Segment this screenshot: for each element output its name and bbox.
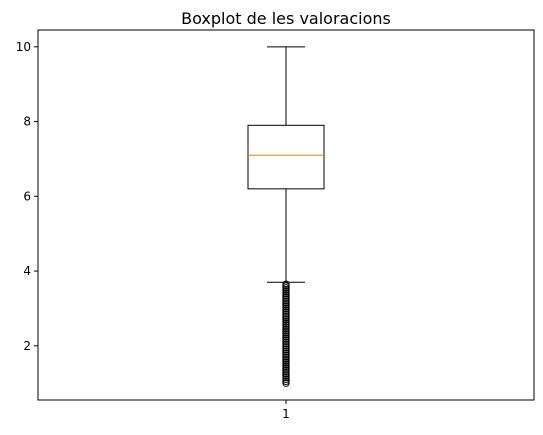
outlier-point bbox=[282, 329, 290, 337]
outlier-point bbox=[282, 323, 290, 331]
y-tick-label: 4 bbox=[23, 264, 31, 278]
outlier-point bbox=[282, 338, 290, 346]
plot-area bbox=[247, 46, 325, 387]
outlier-point bbox=[282, 314, 290, 322]
chart-title: Boxplot de les valoracions bbox=[181, 9, 391, 28]
outlier-point bbox=[282, 306, 290, 315]
outlier-point bbox=[282, 282, 290, 290]
outlier-point bbox=[282, 286, 290, 294]
outlier-point bbox=[282, 366, 290, 374]
outlier-point bbox=[282, 340, 290, 348]
outlier-point bbox=[282, 321, 290, 329]
outlier-point bbox=[282, 357, 290, 365]
outlier-point bbox=[282, 370, 290, 378]
outlier-point bbox=[282, 302, 290, 311]
outlier-point bbox=[282, 293, 290, 301]
outlier-point bbox=[282, 377, 290, 386]
outlier-point bbox=[282, 375, 290, 384]
iqr-box bbox=[247, 124, 325, 190]
outlier-point bbox=[282, 308, 290, 316]
outlier-point bbox=[282, 332, 290, 341]
y-tick-label: 8 bbox=[23, 115, 31, 129]
outlier-point bbox=[282, 325, 290, 333]
outlier-point bbox=[282, 330, 290, 339]
outlier-point bbox=[282, 289, 290, 298]
outlier-point bbox=[282, 299, 290, 307]
outlier-point bbox=[282, 295, 290, 303]
x-tick-label: 1 bbox=[282, 407, 290, 421]
outlier-point bbox=[282, 362, 290, 371]
outlier-point bbox=[282, 317, 290, 326]
outlier-point bbox=[282, 379, 290, 387]
outlier-point bbox=[282, 284, 290, 292]
y-tick-label: 6 bbox=[23, 189, 31, 203]
outlier-point bbox=[282, 364, 290, 372]
outlier-point bbox=[282, 368, 290, 376]
outlier-point bbox=[282, 343, 290, 352]
outlier-point bbox=[282, 310, 290, 318]
outlier-point bbox=[282, 334, 290, 343]
outlier-point bbox=[282, 373, 290, 382]
outlier-point bbox=[282, 300, 290, 309]
y-tick-label: 10 bbox=[16, 40, 31, 54]
outlier-point bbox=[282, 327, 290, 335]
outlier-point bbox=[282, 287, 290, 296]
outlier-point bbox=[282, 347, 290, 356]
outlier-point bbox=[282, 312, 290, 320]
outlier-point bbox=[282, 342, 290, 350]
outlier-point bbox=[282, 297, 290, 305]
outlier-point bbox=[282, 315, 290, 324]
outlier-point bbox=[282, 336, 290, 344]
y-tick-label: 2 bbox=[23, 339, 31, 353]
outlier-point bbox=[282, 345, 290, 354]
outlier-point bbox=[282, 358, 290, 367]
outlier-point bbox=[282, 280, 290, 288]
outlier-point bbox=[282, 349, 290, 357]
outlier-point bbox=[282, 372, 290, 380]
outlier-point bbox=[282, 351, 290, 359]
outlier-point bbox=[282, 304, 290, 313]
outlier-point bbox=[282, 353, 290, 361]
outlier-point bbox=[282, 355, 290, 363]
outlier-point bbox=[282, 291, 290, 300]
outlier-point bbox=[282, 319, 290, 328]
outlier-point bbox=[282, 360, 290, 369]
